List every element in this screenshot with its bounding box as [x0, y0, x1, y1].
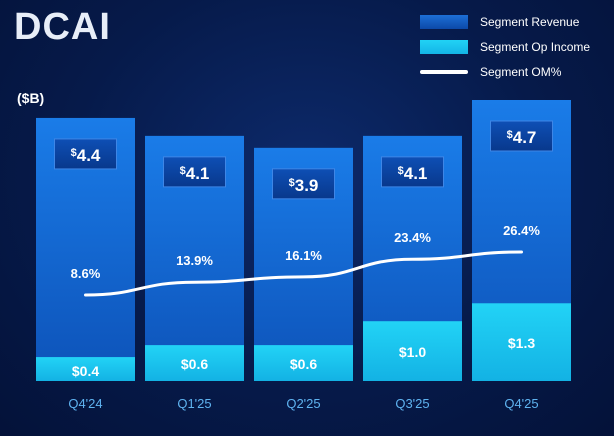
op-income-value-label: $0.6 [181, 356, 208, 372]
legend-swatch-om [420, 70, 468, 74]
om-value-label: 13.9% [176, 253, 213, 268]
revenue-value-label: $4.1 [398, 164, 428, 183]
x-tick-label: Q2'25 [286, 396, 320, 411]
chart-title: DCAI [14, 6, 111, 48]
om-value-label: 8.6% [71, 266, 101, 281]
x-tick-label: Q1'25 [177, 396, 211, 411]
legend-item-revenue: Segment Revenue [420, 14, 579, 30]
legend-label-op-income: Segment Op Income [480, 40, 591, 54]
revenue-label-box [272, 168, 335, 200]
legend-swatch-revenue [420, 15, 468, 29]
x-tick-label: Q4'25 [504, 396, 538, 411]
op-income-bar [145, 345, 244, 381]
legend-swatch-op-income [420, 40, 468, 54]
op-income-bar [36, 357, 135, 381]
op-income-bar [472, 303, 571, 381]
revenue-value-label: $4.1 [180, 164, 210, 183]
revenue-value-label: $3.9 [289, 176, 319, 195]
revenue-label-box [490, 120, 553, 152]
x-tick-label: Q4'24 [68, 396, 102, 411]
op-income-value-label: $0.6 [290, 356, 317, 372]
legend-label-om: Segment OM% [480, 65, 562, 79]
unit-label: ($B) [17, 90, 45, 106]
om-value-label: 26.4% [503, 223, 540, 238]
op-income-value-label: $0.4 [72, 363, 99, 379]
revenue-value-label: $4.7 [507, 128, 537, 147]
om-line [84, 250, 523, 297]
x-tick-label: Q3'25 [395, 396, 429, 411]
op-income-value-label: $1.3 [508, 335, 535, 351]
legend-item-om: Segment OM% [420, 64, 561, 80]
revenue-label-box [163, 156, 226, 188]
legend-label-revenue: Segment Revenue [480, 15, 580, 29]
op-income-bar [254, 345, 353, 381]
revenue-label-box [54, 138, 117, 170]
op-income-bar [363, 321, 462, 381]
legend-item-op-income: Segment Op Income [420, 39, 590, 55]
revenue-value-label: $4.4 [71, 146, 101, 165]
om-value-label: 23.4% [394, 230, 431, 245]
op-income-value-label: $1.0 [399, 344, 426, 360]
revenue-label-box [381, 156, 444, 188]
om-value-label: 16.1% [285, 248, 322, 263]
